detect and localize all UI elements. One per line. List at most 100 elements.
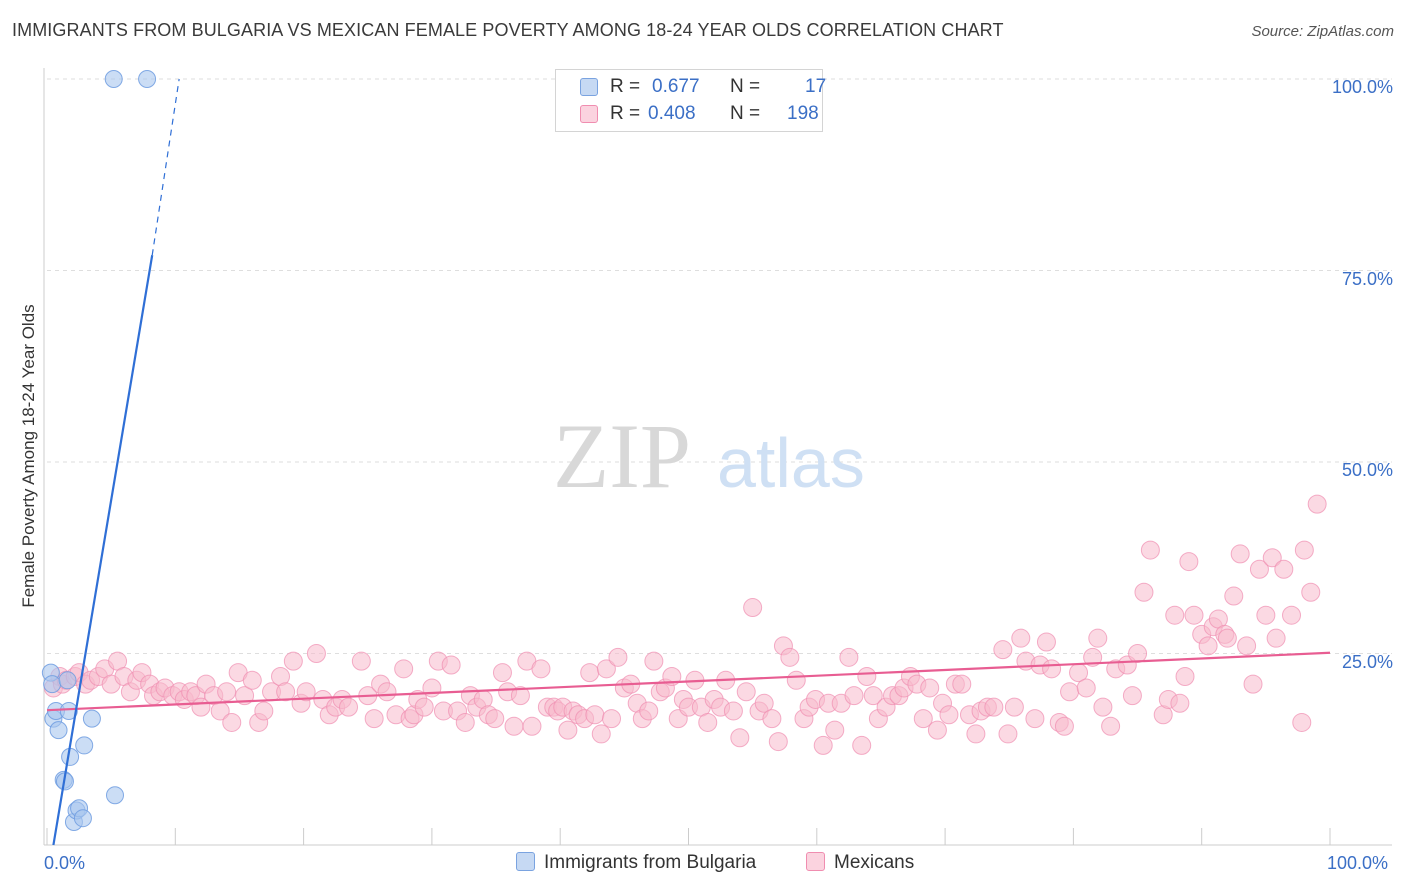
mexicans-point (441, 655, 461, 675)
bulgaria-trend-extension (151, 78, 180, 256)
bulgaria-point (138, 70, 157, 88)
mexicans-point (455, 712, 475, 732)
mexicans-point (1042, 659, 1062, 679)
mexicans-point (984, 697, 1004, 717)
mexicans-point (339, 697, 359, 717)
mexicans-point (762, 709, 782, 729)
legend-swatch-bulgaria (580, 78, 598, 96)
watermark-atlas: atlas (717, 424, 865, 502)
x-tick-min: 0.0% (44, 853, 86, 873)
mexicans-point (522, 716, 542, 736)
mexicans-point (1266, 628, 1286, 648)
bulgaria-point (43, 675, 62, 694)
y-tick-label: 25.0% (1341, 651, 1393, 672)
mexicans-point (1140, 540, 1160, 560)
stats-legend: R = 0.677 N = 17 R = 0.408 N = 198 (555, 69, 826, 132)
bulgaria-trend-line (52, 254, 154, 846)
mexicans-point (1230, 544, 1250, 564)
y-tick-label: 100.0% (1331, 77, 1393, 97)
mexicans-point (839, 647, 859, 667)
mexicans-point (1101, 716, 1121, 736)
legend-n-label: N = (730, 76, 761, 97)
legend-r-value-bulgaria: 0.677 (652, 76, 700, 97)
mexicans-point (1301, 582, 1321, 602)
trend-lines (46, 78, 1331, 846)
mexicans-point (1036, 632, 1056, 652)
mexicans-point (723, 701, 743, 721)
mexicans-point (1083, 647, 1103, 667)
mexicans-point (913, 709, 933, 729)
mexicans-point (591, 724, 611, 744)
mexicans-point (485, 709, 505, 729)
mexicans-point (1088, 628, 1108, 648)
mexicans-point (1060, 682, 1080, 702)
mexicans-point (254, 701, 274, 721)
mexicans-point (1292, 712, 1312, 732)
mexicans-point (952, 674, 972, 694)
axes (43, 68, 1392, 846)
bottom-legend-swatch-bulgaria (516, 852, 535, 871)
watermark: ZIP atlas (553, 405, 865, 507)
bottom-legend-label-mexicans: Mexicans (834, 852, 915, 873)
bulgaria-point (82, 709, 101, 728)
y-tick-label: 50.0% (1341, 460, 1393, 480)
mexicans-point (283, 651, 303, 671)
mexicans-point (993, 640, 1013, 660)
mexicans-point (377, 682, 397, 702)
mexicans-point (1249, 559, 1269, 579)
bulgaria-point (49, 721, 68, 740)
mexicans-point (736, 682, 756, 702)
mexicans-point (596, 659, 616, 679)
mexicans-point (217, 682, 237, 702)
mexicans-point (558, 720, 578, 740)
mexicans-point (1179, 552, 1199, 572)
mexicans-point (1025, 709, 1045, 729)
mexicans-point (754, 693, 774, 713)
mexicans-point (1134, 582, 1154, 602)
legend-n-value-mexicans: 198 (787, 103, 819, 124)
bulgaria-point (75, 736, 94, 755)
mexicans-point (966, 724, 986, 744)
mexicans-point (1294, 540, 1314, 560)
bottom-legend-mexicans: Mexicans (806, 852, 914, 874)
mexicans-point (580, 663, 600, 683)
mexicans-point (1004, 697, 1024, 717)
mexicans-point (1307, 494, 1327, 514)
mexicans-trend-line (46, 651, 1331, 712)
legend-r-value-mexicans: 0.408 (648, 103, 696, 124)
legend-r-label: R = (610, 76, 641, 97)
chart-title: IMMIGRANTS FROM BULGARIA VS MEXICAN FEMA… (12, 20, 1004, 40)
mexicans-point (276, 682, 296, 702)
mexicans-point (1217, 628, 1237, 648)
bulgaria-points (41, 70, 157, 832)
mexicans-point (786, 670, 806, 690)
mexicans-point (1170, 693, 1190, 713)
bottom-legend-swatch-mexicans (806, 852, 825, 871)
mexicans-point (825, 720, 845, 740)
mexicans-point (927, 720, 947, 740)
watermark-zip: ZIP (553, 405, 691, 507)
bulgaria-point (73, 809, 92, 828)
mexicans-point (1256, 605, 1276, 625)
mexicans-point (639, 701, 659, 721)
legend-swatch-mexicans (580, 105, 598, 123)
mexicans-point (857, 666, 877, 686)
mexicans-point (1054, 716, 1074, 736)
mexicans-point (296, 682, 316, 702)
mexicans-point (1262, 548, 1282, 568)
bulgaria-point (104, 70, 123, 88)
mexicans-point (1274, 559, 1294, 579)
mexicans-point (242, 670, 262, 690)
mexicans-point (364, 709, 384, 729)
mexicans-point (698, 712, 718, 732)
mexicans-point (222, 712, 242, 732)
mexicans-point (608, 647, 628, 667)
mexicans-point (863, 686, 883, 706)
mexicans-point (1175, 666, 1195, 686)
mexicans-point (306, 644, 326, 663)
mexicans-point (1122, 686, 1142, 706)
mexicans-point (585, 705, 605, 725)
bulgaria-point (59, 701, 78, 720)
mexicans-point (780, 647, 800, 667)
